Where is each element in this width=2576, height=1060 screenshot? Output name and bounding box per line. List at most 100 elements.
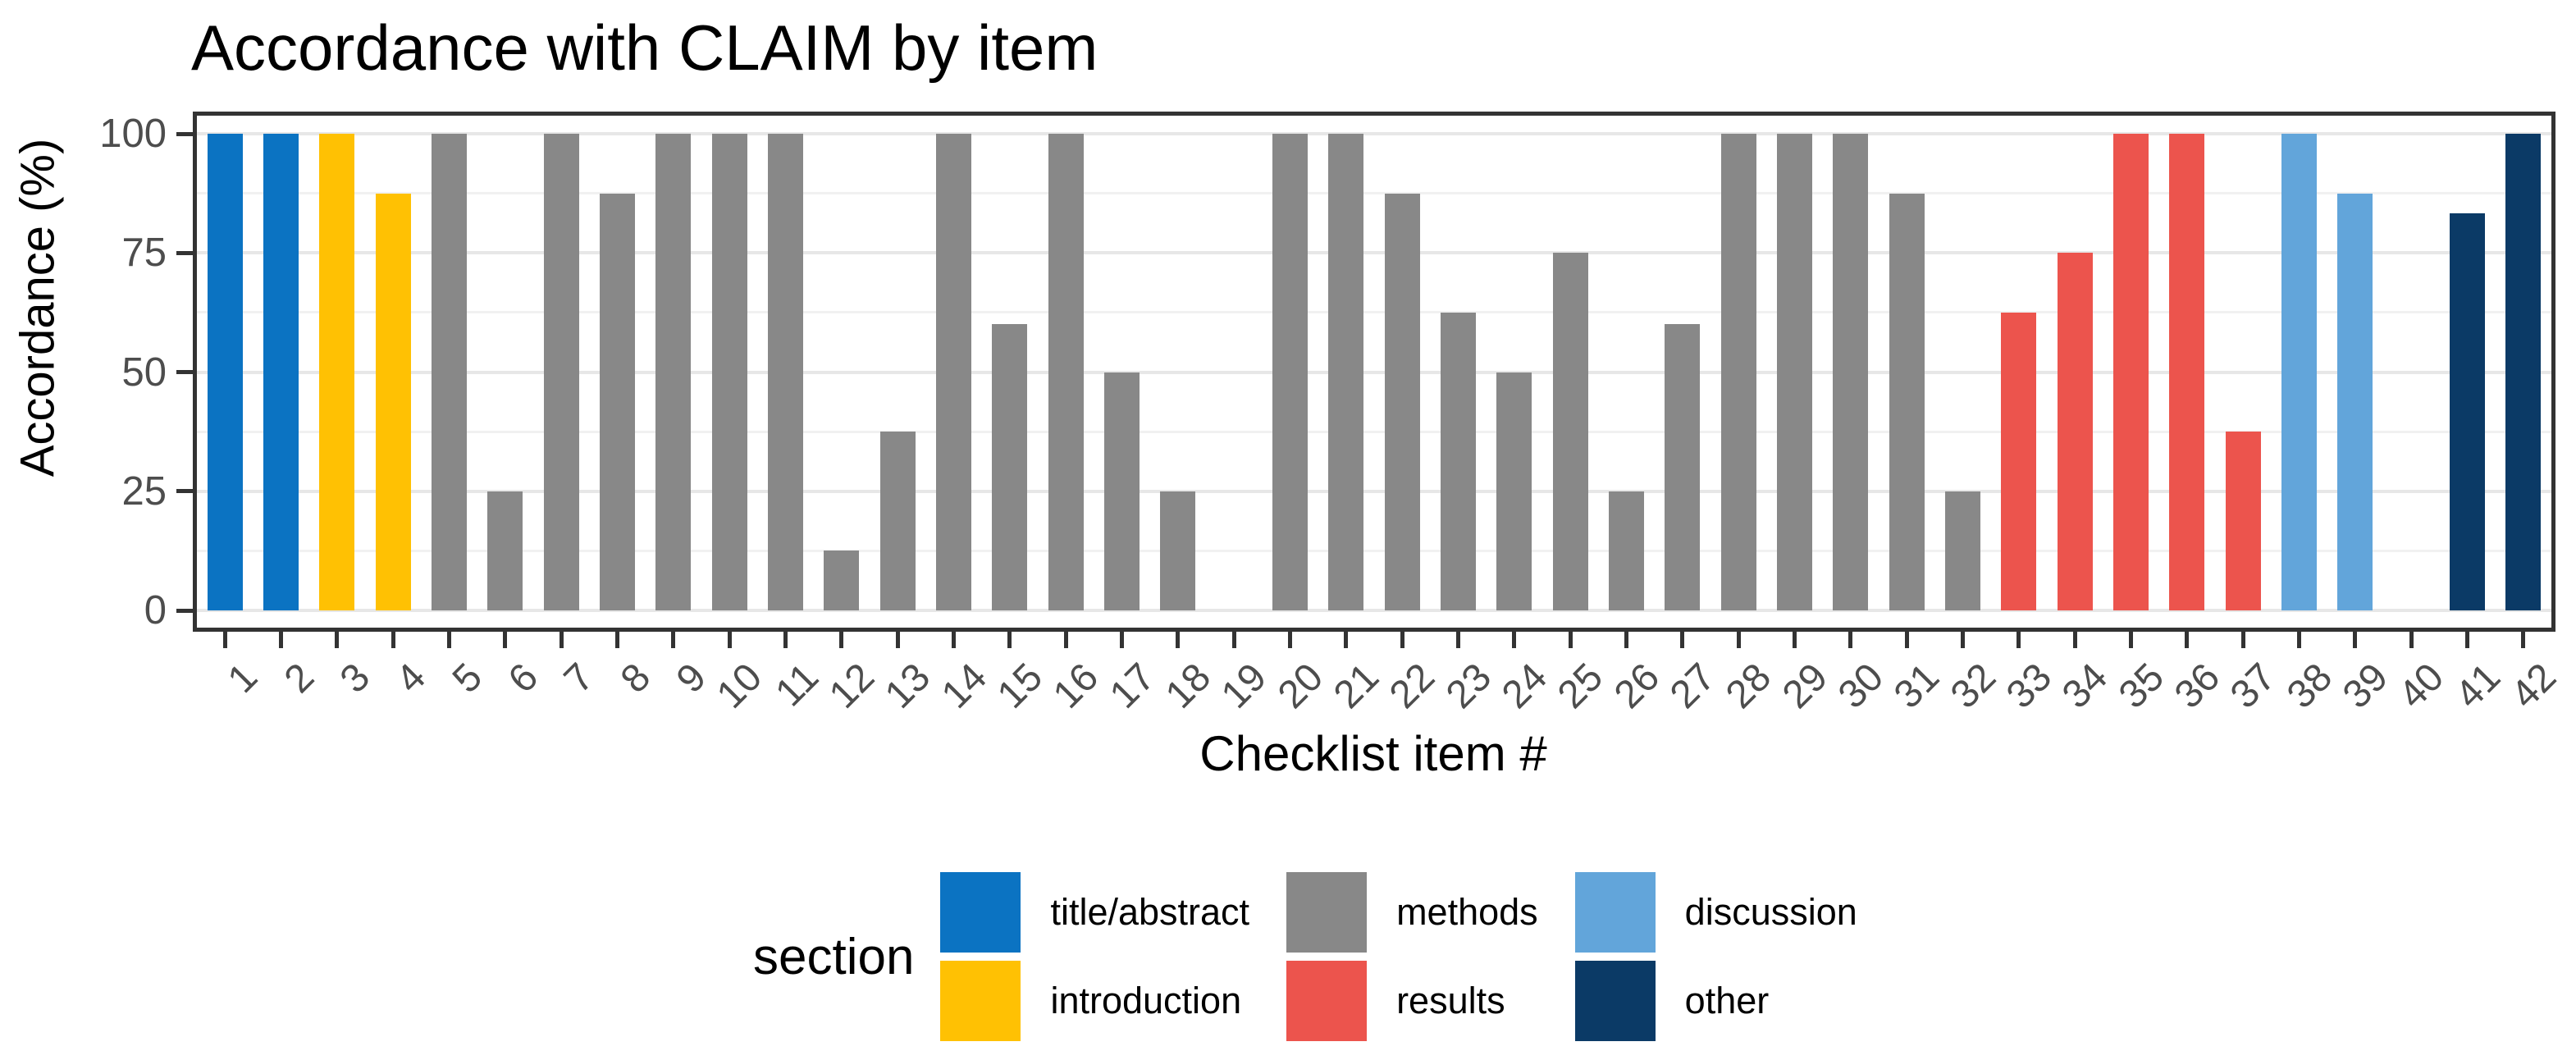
x-tick-label-20: 20 — [1269, 655, 1331, 717]
legend-label-title-abstract: title/abstract — [1050, 891, 1250, 933]
bar-item-17 — [1104, 372, 1140, 610]
bar-item-30 — [1833, 134, 1869, 610]
bar-item-23 — [1441, 312, 1476, 610]
bar-item-4 — [375, 193, 411, 610]
legend-entry-discussion: discussion — [1574, 872, 1857, 953]
x-tick-41 — [2465, 632, 2469, 648]
bar-item-38 — [2281, 134, 2317, 610]
x-tick-label-37: 37 — [2222, 655, 2285, 717]
legend-key-discussion — [1574, 872, 1656, 953]
bar-item-20 — [1272, 134, 1308, 610]
x-tick-18 — [1176, 632, 1181, 648]
gridline-major-0 — [197, 609, 2551, 612]
x-tick-label-1: 1 — [219, 655, 267, 702]
gridline-major-100 — [197, 132, 2551, 135]
x-tick-25 — [1568, 632, 1573, 648]
legend-title: section — [753, 928, 915, 985]
legend-label-introduction: introduction — [1050, 980, 1242, 1021]
bar-item-34 — [2057, 253, 2093, 610]
bar-item-29 — [1777, 134, 1812, 610]
x-tick-3 — [335, 632, 340, 648]
x-tick-label-34: 34 — [2054, 655, 2117, 717]
x-tick-24 — [1512, 632, 1517, 648]
x-tick-30 — [1848, 632, 1853, 648]
bar-item-21 — [1328, 134, 1364, 610]
y-tick-50 — [176, 370, 193, 374]
chart-title: Accordance with CLAIM by item — [191, 11, 1098, 84]
x-tick-4 — [391, 632, 395, 648]
x-tick-27 — [1680, 632, 1685, 648]
bar-item-36 — [2169, 134, 2205, 610]
x-tick-36 — [2185, 632, 2190, 648]
x-tick-31 — [1904, 632, 1909, 648]
x-tick-label-6: 6 — [500, 655, 547, 702]
x-tick-10 — [727, 632, 732, 648]
legend-label-discussion: discussion — [1684, 891, 1857, 933]
bar-item-8 — [600, 193, 635, 610]
x-tick-7 — [559, 632, 564, 648]
x-tick-23 — [1456, 632, 1460, 648]
x-tick-label-4: 4 — [387, 655, 435, 702]
bar-item-5 — [432, 134, 467, 610]
x-axis-title: Checklist item # — [1199, 726, 1547, 781]
y-tick-label-0: 0 — [144, 588, 167, 633]
x-tick-label-42: 42 — [2502, 655, 2565, 717]
x-tick-42 — [2521, 632, 2526, 648]
x-tick-14 — [952, 632, 956, 648]
x-tick-38 — [2297, 632, 2301, 648]
legend-grid: title/abstract introduction methods results… — [940, 872, 1857, 1041]
bar-item-28 — [1720, 134, 1756, 610]
gridline-minor-12.5 — [197, 549, 2551, 552]
y-tick-label-50: 50 — [121, 350, 167, 395]
legend-entry-other: other — [1574, 961, 1857, 1041]
legend-key-methods — [1286, 872, 1368, 953]
x-tick-37 — [2240, 632, 2245, 648]
gridline-minor-62.5 — [197, 311, 2551, 314]
y-tick-25 — [176, 489, 193, 494]
gridline-major-75 — [197, 251, 2551, 255]
bar-item-26 — [1609, 491, 1644, 610]
x-tick-40 — [2409, 632, 2414, 648]
x-tick-17 — [1120, 632, 1124, 648]
x-tick-6 — [503, 632, 508, 648]
x-tick-12 — [839, 632, 844, 648]
x-tick-label-30: 30 — [1829, 655, 1893, 717]
bar-item-3 — [319, 134, 355, 610]
x-tick-label-36: 36 — [2166, 655, 2229, 717]
legend-entry-methods: methods — [1286, 872, 1538, 953]
x-tick-label-35: 35 — [2110, 655, 2172, 717]
bar-item-32 — [1945, 491, 1980, 610]
legend-key-other — [1574, 961, 1656, 1041]
bar-item-37 — [2225, 432, 2261, 610]
bar-item-2 — [263, 134, 299, 610]
x-tick-label-22: 22 — [1382, 655, 1444, 717]
bar-item-39 — [2337, 193, 2373, 610]
x-tick-34 — [2072, 632, 2077, 648]
bar-item-35 — [2113, 134, 2149, 610]
x-tick-35 — [2129, 632, 2133, 648]
x-tick-label-41: 41 — [2446, 655, 2509, 717]
x-tick-label-32: 32 — [1942, 655, 2004, 717]
x-tick-21 — [1344, 632, 1349, 648]
x-tick-26 — [1624, 632, 1628, 648]
bar-item-11 — [768, 134, 803, 610]
bar-item-7 — [543, 134, 579, 610]
x-tick-5 — [447, 632, 451, 648]
legend-label-other: other — [1684, 980, 1770, 1021]
x-tick-label-17: 17 — [1101, 655, 1163, 717]
x-tick-22 — [1400, 632, 1404, 648]
bar-item-31 — [1889, 193, 1925, 610]
x-tick-label-33: 33 — [1998, 655, 2061, 717]
legend: section title/abstract introduction method… — [753, 872, 1857, 1041]
x-tick-15 — [1007, 632, 1012, 648]
x-tick-11 — [783, 632, 788, 648]
gridline-minor-87.5 — [197, 192, 2551, 195]
gridline-major-50 — [197, 370, 2551, 374]
bar-item-33 — [2001, 312, 2037, 610]
x-tick-label-31: 31 — [1886, 655, 1948, 717]
legend-entry-title-abstract: title/abstract — [940, 872, 1249, 953]
y-tick-100 — [176, 131, 193, 136]
bar-item-42 — [2505, 134, 2542, 610]
bar-item-1 — [207, 134, 243, 610]
